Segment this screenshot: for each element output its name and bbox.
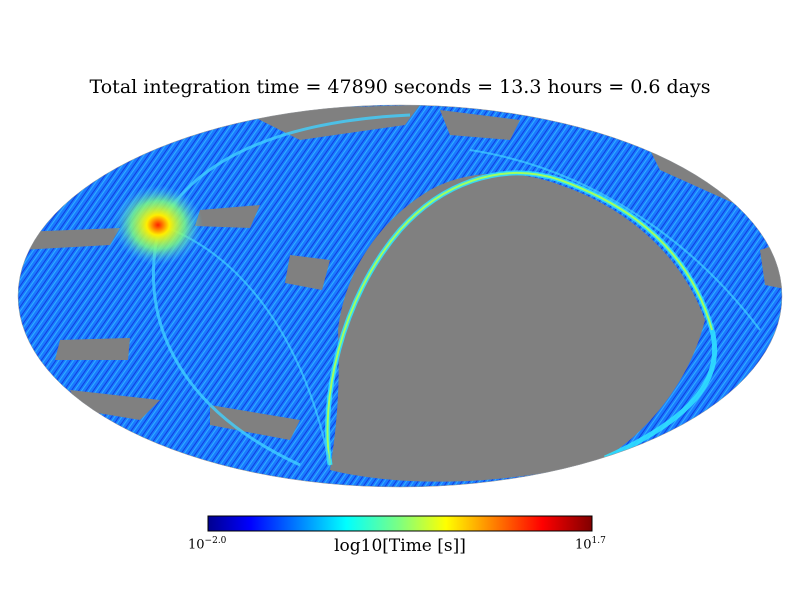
chart-title: Total integration time = 47890 seconds =… [89, 76, 711, 98]
unobserved-patch [760, 240, 782, 290]
unobserved-patch [210, 405, 300, 440]
colorbar-max-label: 101.7 [575, 536, 606, 553]
unobserved-patch [440, 110, 520, 140]
colorbar-label: log10[Time [s]] [334, 536, 466, 556]
unobserved-patch [285, 255, 330, 290]
survey-arc [469, 149, 761, 331]
map-outline [17, 104, 783, 488]
survey-arc [326, 172, 713, 466]
colorbar-min-label: 10−2.0 [188, 536, 227, 553]
unobserved-patch [20, 228, 120, 250]
peak-exposure-spot [113, 185, 203, 265]
unobserved-region-large [330, 173, 705, 482]
unobserved-patch [70, 390, 160, 420]
unobserved-patch [55, 338, 130, 360]
colorbar [207, 515, 593, 532]
unobserved-patch [195, 205, 260, 228]
